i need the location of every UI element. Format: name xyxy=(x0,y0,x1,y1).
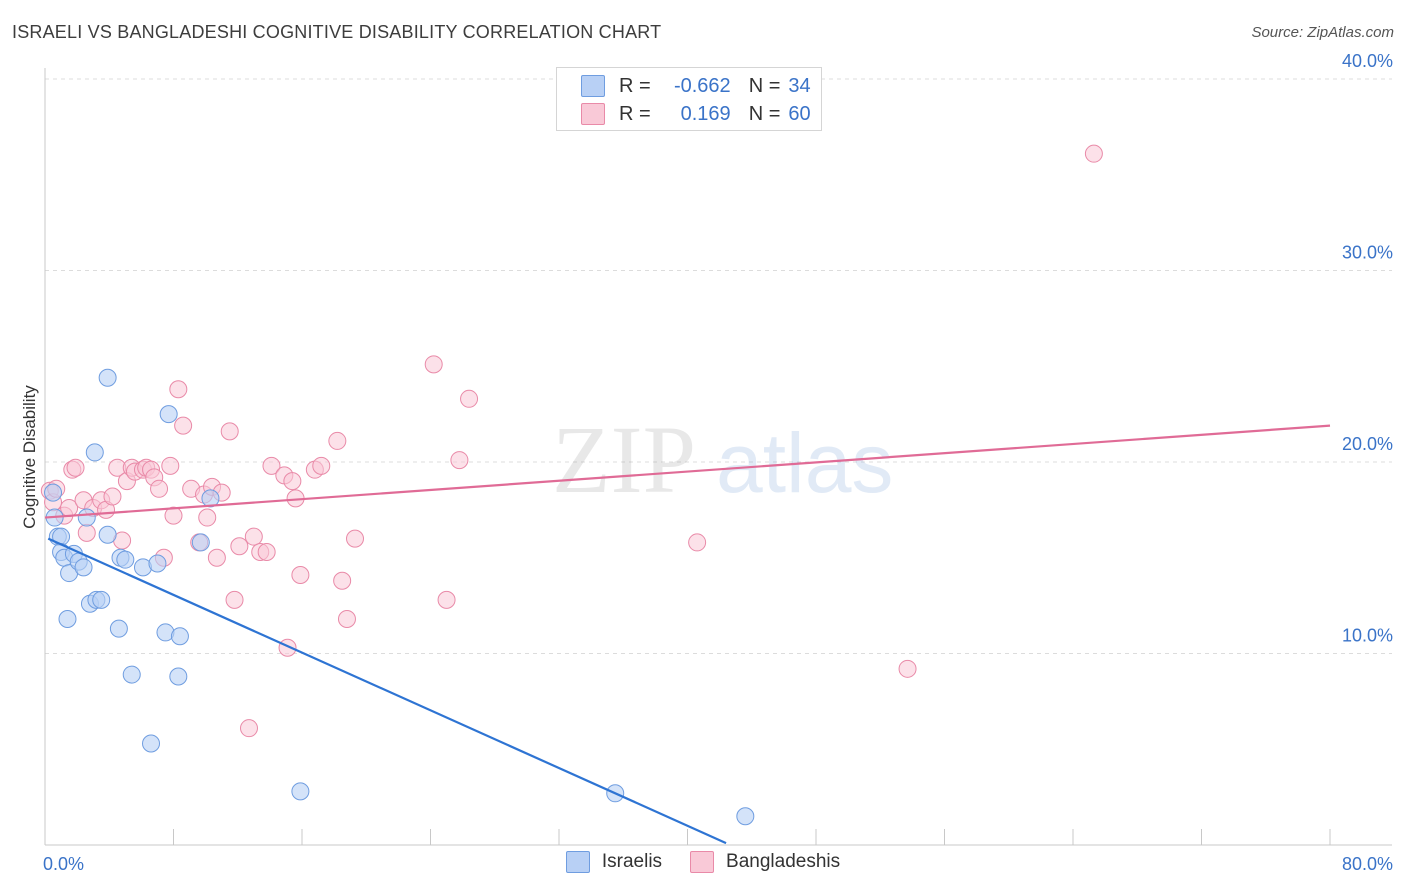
y-axis-label: Cognitive Disability xyxy=(20,385,39,529)
israelis-point xyxy=(736,807,755,826)
r-value: -0.662 xyxy=(673,74,731,97)
bangladeshis-point xyxy=(77,523,96,542)
israelis-point xyxy=(74,558,93,577)
israelis-point xyxy=(58,610,77,629)
n-value: 60 xyxy=(788,102,811,125)
bangladeshis-point xyxy=(207,548,226,567)
y-tick-label: 10.0% xyxy=(1342,626,1393,646)
chart-title: ISRAELI VS BANGLADESHI COGNITIVE DISABIL… xyxy=(12,22,662,42)
bangladeshis-point xyxy=(291,565,310,584)
israelis-point xyxy=(191,533,210,552)
israelis-point xyxy=(77,508,96,527)
bangladeshis-point xyxy=(460,389,479,408)
israelis-point xyxy=(116,550,135,569)
bangladeshis-swatch xyxy=(581,103,605,125)
legend-label-bangladeshis: Bangladeshis xyxy=(726,851,841,872)
y-tick-label: 20.0% xyxy=(1342,434,1393,454)
y-tick-label: 40.0% xyxy=(1342,51,1393,71)
n-label: N = xyxy=(748,74,781,97)
legend-row-bangladeshis: R = 0.169 N = 60 xyxy=(581,100,811,128)
israelis-point xyxy=(291,782,310,801)
n-value: 34 xyxy=(788,74,811,97)
israelis-point xyxy=(142,734,161,753)
bangladeshis-point xyxy=(230,537,249,556)
israelis-point xyxy=(98,525,117,544)
israelis-point xyxy=(170,627,189,646)
source-label: Source: ZipAtlas.com xyxy=(1251,24,1394,41)
x-tick-label: 0.0% xyxy=(43,854,84,874)
israelis-swatch xyxy=(565,851,590,873)
bangladeshis-point xyxy=(257,543,276,562)
legend-item-israelis[interactable]: Israelis xyxy=(565,851,663,873)
israelis-point xyxy=(98,368,117,387)
bangladeshis-point xyxy=(103,487,122,506)
israelis-swatch xyxy=(581,75,605,97)
israelis-point xyxy=(92,590,111,609)
bangladeshis-point xyxy=(174,416,193,435)
bangladeshis-point xyxy=(262,456,281,475)
bangladeshis-point xyxy=(161,456,180,475)
israelis-points xyxy=(44,368,755,826)
grid-layer xyxy=(45,78,1392,654)
israelis-point xyxy=(44,483,63,502)
bangladeshis-point xyxy=(312,456,331,475)
bangladeshis-point xyxy=(244,527,263,546)
bangladeshis-point xyxy=(198,508,217,527)
watermark-zip: ZIP xyxy=(552,406,696,513)
israelis-point xyxy=(169,667,188,686)
r-label: R = xyxy=(619,102,651,125)
bangladeshis-point xyxy=(898,659,917,678)
israelis-point xyxy=(109,619,128,638)
bangladeshis-point xyxy=(328,431,347,450)
bangladeshis-point xyxy=(225,590,244,609)
r-value: 0.169 xyxy=(680,102,731,125)
legend-item-bangladeshis[interactable]: Bangladeshis xyxy=(690,851,840,873)
r-label: R = xyxy=(619,74,651,97)
bangladeshis-point xyxy=(239,719,258,738)
bangladeshis-point xyxy=(1084,144,1103,163)
bangladeshis-trend-line xyxy=(44,424,1331,519)
bangladeshis-point xyxy=(220,422,239,441)
y-tick-label: 30.0% xyxy=(1342,243,1393,263)
trend-lines xyxy=(44,424,1331,845)
bangladeshis-point xyxy=(688,533,707,552)
israelis-point xyxy=(148,554,167,573)
bangladeshis-point xyxy=(450,451,469,470)
israelis-point xyxy=(201,489,220,508)
n-label: N = xyxy=(748,102,781,125)
legend-row-israelis: R = -0.662 N = 34 xyxy=(581,72,811,100)
x-tick-label: 80.0% xyxy=(1342,854,1393,874)
israelis-trend-line xyxy=(47,537,727,845)
bangladeshis-point xyxy=(333,571,352,590)
axis-layer: 10.0% 20.0% 30.0% 40.0% 0.0% 80.0% xyxy=(43,51,1393,874)
series-legend: Israelis Bangladeshis xyxy=(0,851,1406,873)
bangladeshis-point xyxy=(283,472,302,491)
bangladeshis-point xyxy=(150,479,169,498)
bangladeshis-point xyxy=(66,458,85,477)
israelis-point xyxy=(122,665,141,684)
bangladeshis-point xyxy=(164,506,183,525)
bangladeshis-point xyxy=(424,355,443,374)
bangladeshis-swatch xyxy=(690,851,715,873)
legend-label-israelis: Israelis xyxy=(601,851,663,872)
stats-legend: R = -0.662 N = 34 R = 0.169 N = 60 xyxy=(556,67,822,131)
israelis-point xyxy=(159,405,178,424)
bangladeshis-point xyxy=(346,529,365,548)
israelis-point xyxy=(85,443,104,462)
bangladeshis-point xyxy=(337,610,356,629)
bangladeshis-point xyxy=(437,590,456,609)
bangladeshis-point xyxy=(169,380,188,399)
